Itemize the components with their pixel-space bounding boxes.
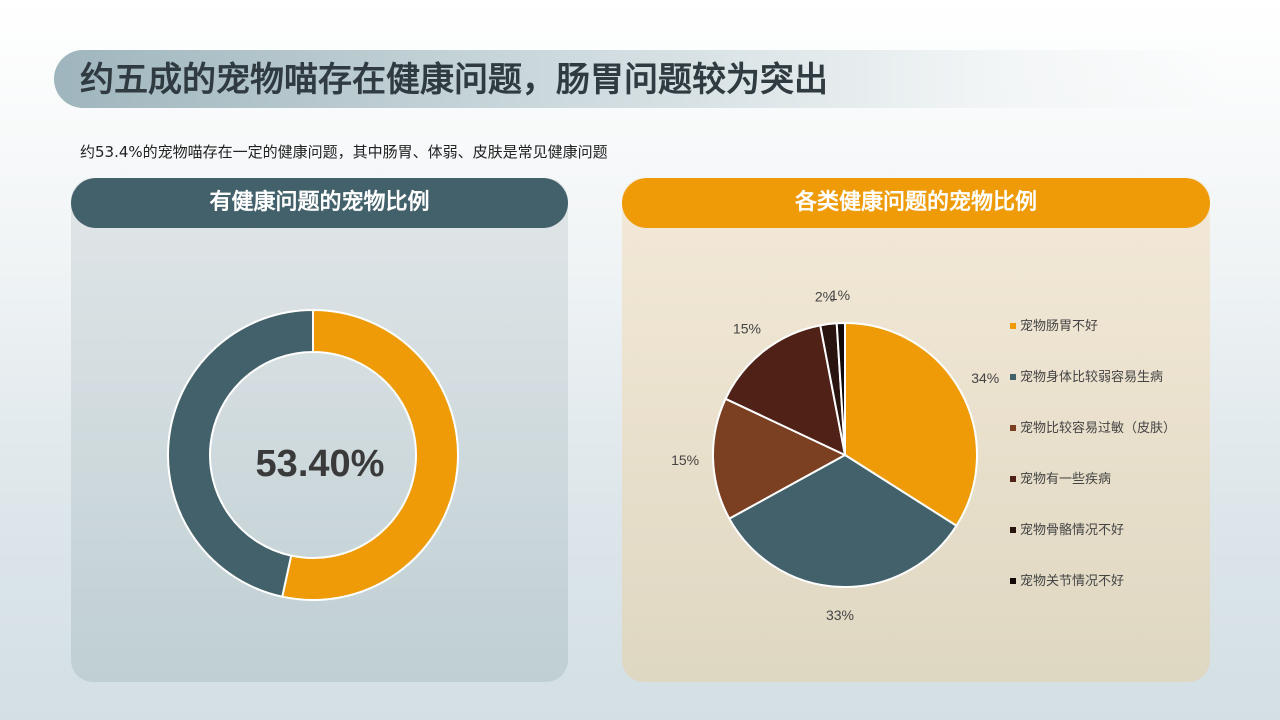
pie-slice-5 (835, 321, 846, 456)
title-banner (54, 50, 1224, 108)
pie-data-label-4: 2% (815, 288, 835, 304)
legend-label-3: 宠物有一些疾病 (1020, 472, 1112, 487)
legend-swatch-3 (1010, 475, 1016, 482)
legend-swatch-2 (1010, 424, 1016, 431)
pie-data-label-3: 15% (733, 321, 761, 337)
legend-item-5: 宠物关节情况不好 (1010, 572, 1124, 592)
legend-swatch-5 (1010, 577, 1016, 584)
legend-swatch-1 (1010, 373, 1016, 380)
legend-item-2: 宠物比较容易过敏（皮肤） (1010, 419, 1176, 439)
donut-chart (167, 308, 459, 601)
pie-chart (712, 321, 978, 588)
legend-swatch-0 (1010, 322, 1016, 329)
pie-data-label-5: 1% (830, 287, 850, 303)
legend-label-0: 宠物肠胃不好 (1020, 319, 1099, 334)
legend-swatch-4 (1010, 526, 1016, 533)
donut-center-label: 53.40% (256, 443, 385, 485)
donut-slice-1 (167, 308, 314, 598)
legend-label-4: 宠物骨骼情况不好 (1020, 523, 1125, 538)
pie-data-label-2: 15% (671, 452, 699, 468)
pie-data-label-0: 34% (971, 370, 999, 386)
pie-slice-3 (724, 324, 847, 457)
legend-item-1: 宠物身体比较弱容易生病 (1010, 368, 1163, 388)
legend-item-0: 宠物肠胃不好 (1010, 317, 1098, 337)
legend-label-1: 宠物身体比较弱容易生病 (1020, 370, 1164, 385)
left-chart-title: 有健康问题的宠物比例 (71, 178, 568, 228)
pie-data-labels: 34% 33% 15% 15% 2%1% (671, 287, 999, 623)
legend-item-3: 宠物有一些疾病 (1010, 470, 1111, 490)
legend-item-4: 宠物骨骼情况不好 (1010, 521, 1124, 541)
donut-slice-0 (281, 308, 459, 601)
page-title: 约五成的宠物喵存在健康问题，肠胃问题较为突出 (80, 60, 828, 100)
pie-slice-2 (712, 397, 848, 520)
page-subtitle: 约53.4%的宠物喵存在一定的健康问题，其中肠胃、体弱、皮肤是常见健康问题 (80, 143, 608, 161)
legend-label-5: 宠物关节情况不好 (1020, 574, 1125, 589)
pie-data-label-1: 33% (826, 607, 854, 623)
right-chart-title: 各类健康问题的宠物比例 (622, 178, 1210, 228)
left-chart-panel: 有健康问题的宠物比例 (71, 178, 568, 682)
legend-label-2: 宠物比较容易过敏（皮肤） (1020, 421, 1177, 436)
